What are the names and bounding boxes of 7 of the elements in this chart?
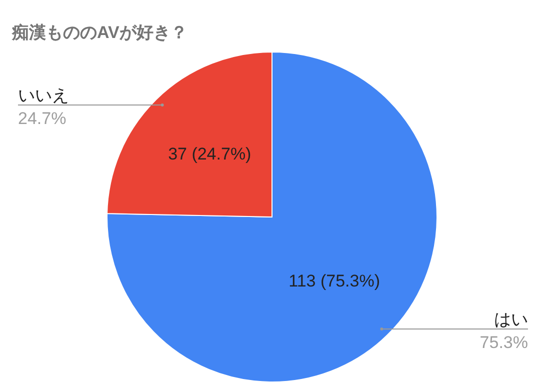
text: 75.3%	[480, 332, 528, 352]
chart-title: 痴漢もののAVが好き？	[11, 23, 188, 42]
slice-label: いいえ	[18, 86, 69, 106]
data-label: 37 (24.7%)	[168, 144, 252, 164]
data-label: 113 (75.3%)	[288, 272, 380, 291]
slice-label: はい	[494, 310, 528, 329]
text: 24.7%	[18, 109, 66, 128]
